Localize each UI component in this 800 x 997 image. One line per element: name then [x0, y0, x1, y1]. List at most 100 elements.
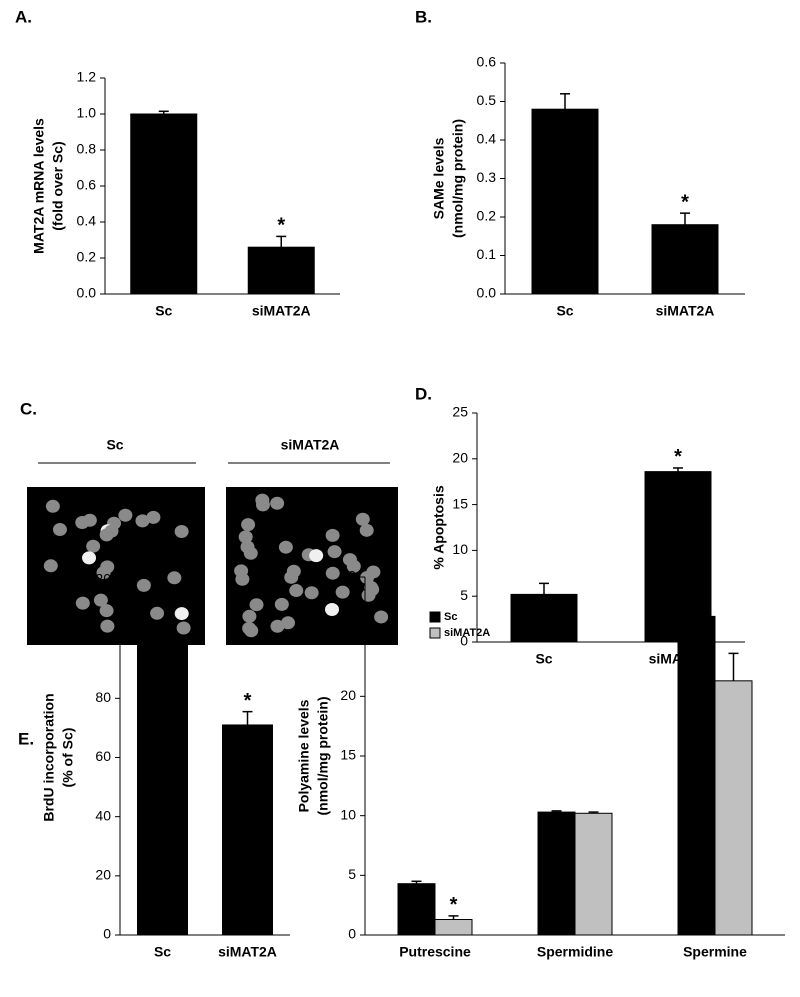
cell: [243, 546, 258, 560]
x-tick-label: siMAT2A: [252, 303, 311, 319]
significance-marker: *: [277, 215, 285, 237]
y-tick-label: 40: [95, 807, 111, 823]
y-tick-label: 0: [103, 926, 111, 942]
y-axis-label: % Apoptosis: [431, 485, 447, 569]
x-tick-label: Spermidine: [537, 944, 613, 960]
legend-label: siMAT2A: [444, 627, 490, 639]
x-tick-label: Spermine: [683, 944, 747, 960]
y-tick-label: 0.5: [477, 92, 497, 108]
y-tick-label: 0.3: [477, 169, 497, 185]
y-axis-label: SAMe levels: [431, 137, 447, 219]
cell: [242, 609, 257, 623]
bar: [247, 246, 315, 295]
cell: [255, 493, 270, 507]
cell: [361, 588, 376, 602]
bar: [677, 615, 716, 936]
y-tick-label: 80: [95, 689, 111, 705]
y-tick-label: 15: [452, 495, 468, 511]
y-tick-label: 25: [452, 404, 468, 420]
y-tick-label: 0.1: [477, 246, 497, 262]
bar: [510, 593, 578, 643]
cell: [150, 606, 165, 620]
y-tick-label: 1.0: [77, 105, 97, 121]
cell: [270, 619, 285, 633]
cell: [241, 518, 256, 532]
cell: [278, 540, 293, 554]
cell: [335, 585, 350, 599]
y-tick-label: 20: [95, 867, 111, 883]
cell: [146, 510, 161, 524]
y-axis-label: BrdU incorporation: [41, 693, 57, 821]
y-tick-label: 15: [340, 747, 356, 763]
y-tick-label: 0.6: [477, 54, 497, 70]
bar: [574, 812, 613, 936]
bar: [537, 811, 576, 936]
cell: [325, 566, 340, 580]
y-tick-label: 0.4: [477, 131, 497, 147]
significance-marker: *: [681, 191, 689, 213]
cell: [82, 513, 97, 527]
bar: [651, 224, 719, 295]
cell: [174, 525, 189, 539]
significance-marker: *: [450, 894, 458, 916]
y-tick-label: 1.2: [77, 69, 97, 85]
cell: [82, 551, 97, 565]
cell: [96, 566, 111, 580]
cell: [374, 610, 389, 624]
y-tick-label: 0: [460, 633, 468, 649]
cell: [304, 586, 319, 600]
cell: [135, 514, 150, 528]
y-tick-label: 0.8: [77, 141, 97, 157]
bar: [137, 638, 188, 936]
panel-label: E.: [18, 729, 34, 748]
cell: [43, 559, 58, 573]
cell: [238, 530, 253, 544]
y-tick-label: 10: [340, 806, 356, 822]
y-tick-label: 100: [88, 630, 112, 646]
y-tick-label: 5: [460, 587, 468, 603]
bar: [222, 724, 273, 936]
cell: [325, 528, 340, 542]
y-tick-label: 0.6: [77, 177, 97, 193]
cell: [274, 597, 289, 611]
x-tick-label: Putrescine: [399, 944, 471, 960]
x-tick-label: Sc: [556, 303, 573, 319]
y-tick-label: 5: [348, 866, 356, 882]
y-axis-label: (nmol/mg protein): [450, 119, 466, 238]
cell: [75, 596, 90, 610]
cell: [355, 512, 370, 526]
legend-swatch: [429, 611, 441, 623]
y-tick-label: 20: [452, 450, 468, 466]
y-axis-label: Polyamine levels: [296, 699, 312, 812]
y-tick-label: 0.0: [477, 285, 497, 301]
cell: [289, 584, 304, 598]
cell: [325, 602, 340, 616]
cell: [45, 499, 60, 513]
panel-label: B.: [415, 7, 432, 26]
y-tick-label: 0.2: [477, 208, 497, 224]
cell: [86, 539, 101, 553]
x-tick-label: siMAT2A: [218, 944, 277, 960]
cell: [242, 621, 257, 635]
x-tick-label: Sc: [535, 651, 552, 667]
cell: [118, 508, 133, 522]
cell: [93, 593, 108, 607]
cell: [100, 619, 115, 633]
panel-label: A.: [15, 7, 32, 26]
y-tick-label: 0.2: [77, 249, 97, 265]
legend-label: Sc: [444, 611, 457, 623]
y-tick-label: 10: [452, 541, 468, 557]
bar: [434, 918, 473, 936]
x-tick-label: siMAT2A: [656, 303, 715, 319]
y-tick-label: 120: [88, 571, 112, 587]
y-tick-label: 0.0: [77, 285, 97, 301]
bar: [714, 680, 753, 936]
cell: [327, 545, 342, 559]
image-caption: Sc: [106, 437, 123, 453]
cell: [286, 564, 301, 578]
legend-swatch: [429, 627, 441, 639]
cell: [359, 523, 374, 537]
cell: [270, 496, 285, 510]
y-axis-label: (nmol/mg protein): [315, 697, 331, 816]
